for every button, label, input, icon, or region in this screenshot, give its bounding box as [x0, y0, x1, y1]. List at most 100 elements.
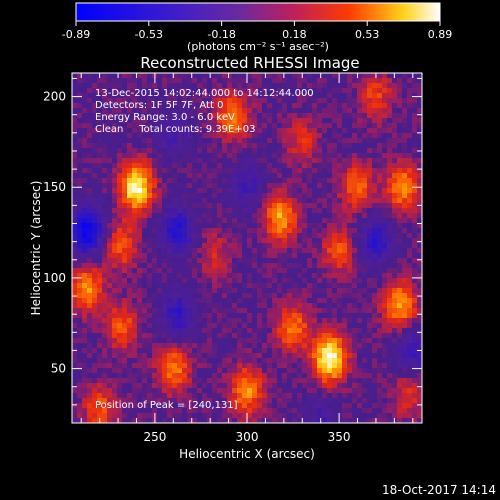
heatmap-cell [192, 138, 198, 144]
heatmap-cell [317, 83, 323, 89]
heatmap-cell [277, 338, 283, 344]
heatmap-cell [207, 173, 213, 179]
heatmap-cell [332, 313, 338, 319]
heatmap-cell [302, 403, 308, 409]
heatmap-cell [382, 188, 388, 194]
heatmap-cell [87, 233, 93, 239]
heatmap-cell [72, 378, 78, 384]
heatmap-cell [362, 88, 368, 94]
heatmap-cell [352, 243, 358, 249]
heatmap-cell [287, 228, 293, 234]
heatmap-cell [177, 138, 183, 144]
heatmap-cell [367, 258, 373, 264]
heatmap-cell [327, 253, 333, 259]
heatmap-cell [207, 153, 213, 159]
heatmap-cell [97, 313, 103, 319]
heatmap-cell [237, 133, 243, 139]
heatmap-cell [342, 343, 348, 349]
heatmap-cell [82, 193, 88, 199]
heatmap-cell [282, 293, 288, 299]
heatmap-cell [362, 133, 368, 139]
heatmap-cell [202, 418, 208, 423]
heatmap-cell [277, 243, 283, 249]
heatmap-cell [122, 328, 128, 334]
heatmap-cell [112, 228, 118, 234]
heatmap-cell [282, 258, 288, 264]
heatmap-cell [197, 373, 203, 379]
heatmap-cell [347, 313, 353, 319]
heatmap-cell [247, 238, 253, 244]
heatmap-cell [312, 288, 318, 294]
heatmap-cell [207, 273, 213, 279]
heatmap-cell [307, 148, 313, 154]
heatmap-cell [347, 363, 353, 369]
heatmap-cell [322, 408, 328, 414]
heatmap-cell [282, 318, 288, 324]
heatmap-cell [202, 248, 208, 254]
heatmap-cell [292, 328, 298, 334]
heatmap-cell [302, 113, 308, 119]
heatmap-cell [202, 213, 208, 219]
heatmap-cell [327, 243, 333, 249]
heatmap-cell [317, 268, 323, 274]
heatmap-cell [132, 193, 138, 199]
heatmap-cell [247, 318, 253, 324]
heatmap-cell [262, 383, 268, 389]
heatmap-cell [112, 133, 118, 139]
heatmap-cell [87, 158, 93, 164]
heatmap-cell [287, 93, 293, 99]
heatmap-cell [347, 173, 353, 179]
heatmap-cell [277, 368, 283, 374]
heatmap-cell [167, 238, 173, 244]
heatmap-cell [392, 343, 398, 349]
heatmap-cell [177, 268, 183, 274]
heatmap-cell [267, 378, 273, 384]
heatmap-cell [337, 73, 343, 79]
heatmap-cell [277, 248, 283, 254]
heatmap-cell [397, 353, 403, 359]
heatmap-cell [107, 93, 113, 99]
heatmap-cell [107, 413, 113, 419]
heatmap-cell [342, 78, 348, 84]
heatmap-cell [152, 368, 158, 374]
heatmap-cell [372, 218, 378, 224]
heatmap-cell [392, 178, 398, 184]
heatmap-cell [202, 108, 208, 114]
heatmap-cell [247, 298, 253, 304]
heatmap-cell [102, 318, 108, 324]
heatmap-cell [407, 73, 413, 79]
heatmap-cell [277, 203, 283, 209]
heatmap-cell [372, 78, 378, 84]
heatmap-cell [172, 333, 178, 339]
heatmap-cell [247, 198, 253, 204]
heatmap-cell [357, 268, 363, 274]
heatmap-cell [347, 278, 353, 284]
heatmap-cell [377, 293, 383, 299]
heatmap-cell [327, 373, 333, 379]
heatmap-cell [247, 138, 253, 144]
x-tick-label: 350 [328, 430, 351, 444]
heatmap-cell [397, 178, 403, 184]
heatmap-cell [87, 353, 93, 359]
heatmap-cell [232, 238, 238, 244]
heatmap-cell [217, 98, 223, 104]
heatmap-cell [347, 383, 353, 389]
heatmap-cell [82, 183, 88, 189]
heatmap-cell [82, 113, 88, 119]
heatmap-cell [292, 123, 298, 129]
heatmap-cell [152, 148, 158, 154]
heatmap-cell [262, 93, 268, 99]
heatmap-cell [157, 308, 163, 314]
heatmap-cell [147, 93, 153, 99]
heatmap-cell [177, 408, 183, 414]
heatmap-cell [327, 193, 333, 199]
heatmap-cell [147, 368, 153, 374]
heatmap-cell [72, 303, 78, 309]
heatmap-cell [207, 98, 213, 104]
heatmap-cell [197, 283, 203, 289]
heatmap-cell [387, 348, 393, 354]
heatmap-cell [212, 278, 218, 284]
heatmap-cell [352, 118, 358, 124]
heatmap-cell [327, 213, 333, 219]
